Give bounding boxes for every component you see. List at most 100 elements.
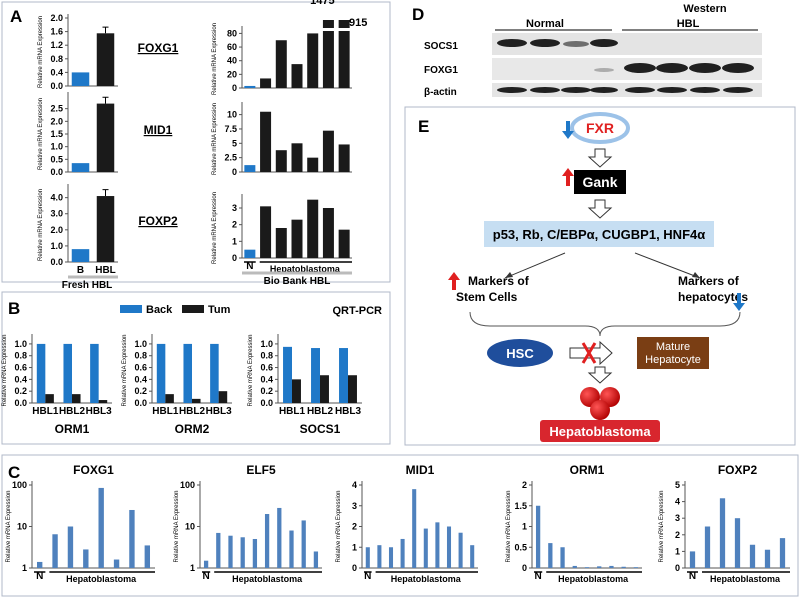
y-axis-label: Relative mRNA Expression [6, 490, 12, 562]
method-label: QRT-PCR [333, 305, 383, 317]
bar [275, 150, 287, 172]
bar [339, 348, 348, 403]
bar [98, 487, 104, 568]
node-label: Hepatoblastoma [549, 424, 651, 439]
panel-label: E [418, 117, 429, 136]
y-tick-label: 100 [180, 480, 195, 490]
y-tick-label: 1 [232, 236, 237, 246]
bar [301, 520, 306, 568]
bar [320, 375, 329, 403]
bar [291, 219, 303, 258]
bar [71, 249, 90, 262]
x-tick-label: HBL3 [86, 406, 113, 417]
y-tick-label: 5 [675, 480, 680, 490]
y-tick-label: 2.0 [50, 116, 63, 126]
down-arrow [562, 121, 574, 139]
node-label: HSC [506, 346, 534, 361]
bar [244, 165, 256, 172]
bar [156, 343, 166, 403]
error-bar [102, 96, 109, 104]
bar [719, 498, 726, 568]
legend-label: Tum [208, 304, 231, 316]
annotation: Hepatoblastoma [558, 574, 629, 584]
chart-title: ORM1 [55, 422, 90, 436]
bar [240, 537, 245, 568]
bar [63, 343, 72, 403]
y-tick-label: 40 [227, 56, 237, 66]
bar [67, 526, 74, 568]
row-label: β-actin [424, 87, 457, 98]
chart-title: MID1 [406, 463, 435, 477]
bar [183, 343, 192, 403]
bar [291, 143, 303, 172]
node-label: Gank [582, 174, 617, 190]
legend-swatch [120, 305, 142, 313]
bar [704, 526, 711, 568]
bar [45, 394, 54, 403]
up-arrow [448, 272, 460, 290]
x-tick-label: HBL1 [152, 406, 179, 417]
row-label: SOCS1 [424, 41, 458, 52]
bar [322, 20, 334, 88]
y-tick-label: 2 [522, 480, 527, 490]
y-axis-label: Relative mRNA Expression [122, 334, 128, 406]
y-axis-label: Relative mRNA Expression [212, 103, 218, 175]
y-tick-label: 2.5 [224, 153, 237, 163]
bar [609, 565, 614, 568]
bar [572, 565, 577, 568]
hollow-arrow [587, 148, 613, 168]
bar [52, 534, 58, 568]
y-tick-label: 2.0 [50, 225, 63, 235]
x-tick-label: N [534, 571, 541, 582]
y-tick-label: 0.4 [260, 374, 273, 384]
y-tick-label: 1.5 [50, 129, 63, 139]
x-tick-label: HBL [95, 265, 116, 276]
y-tick-label: 0.8 [14, 351, 27, 361]
node-label: Hepatocyte [645, 354, 701, 366]
y-tick-label: 1.0 [50, 142, 63, 152]
bar [535, 505, 541, 568]
y-tick-label: 0 [232, 167, 237, 177]
legend-label: Back [146, 304, 173, 316]
x-tick-label: N [689, 571, 696, 582]
bar [244, 249, 256, 258]
bar [307, 199, 319, 258]
bar [72, 394, 81, 403]
arrowhead [692, 272, 700, 278]
bands [497, 39, 754, 93]
annotation: Hepatoblastoma [391, 574, 462, 584]
bar [210, 343, 219, 403]
pathway-diagram: FXR Gank p53, Rb, C/EBPα, CUGBP1, HNF4α … [448, 112, 748, 442]
bar [252, 538, 258, 568]
y-tick-label: 3.0 [50, 209, 63, 219]
y-tick-label: 0.6 [134, 363, 147, 373]
value-label: 1475 [310, 0, 334, 7]
y-tick-label: 0 [675, 563, 680, 573]
y-tick-label: 0.6 [260, 363, 273, 373]
bar [165, 394, 174, 403]
bar [779, 538, 786, 568]
y-tick-label: 0.8 [134, 351, 147, 361]
group-label: Normal [526, 18, 564, 30]
y-tick-label: 0 [232, 83, 237, 93]
bar [96, 196, 115, 262]
x-tick-label: HBL2 [179, 406, 206, 417]
bar [597, 566, 602, 568]
bar [277, 507, 282, 568]
y-tick-label: 2.5 [50, 104, 63, 114]
bar [412, 489, 417, 568]
arrowhead [505, 272, 513, 278]
y-tick-label: 80 [227, 28, 237, 38]
node-label: p53, Rb, C/EBPα, CUGBP1, HNF4α [493, 227, 705, 242]
blot-strip [492, 33, 762, 55]
y-tick-label: 0.4 [134, 374, 147, 384]
y-tick-label: 1.6 [50, 27, 63, 37]
chart-title: MID1 [144, 123, 173, 137]
bar [144, 545, 151, 568]
bar [275, 40, 287, 88]
bar [83, 549, 89, 568]
y-tick-label: 2.0 [50, 13, 63, 23]
panel-label: B [8, 299, 20, 318]
bar [260, 206, 272, 258]
